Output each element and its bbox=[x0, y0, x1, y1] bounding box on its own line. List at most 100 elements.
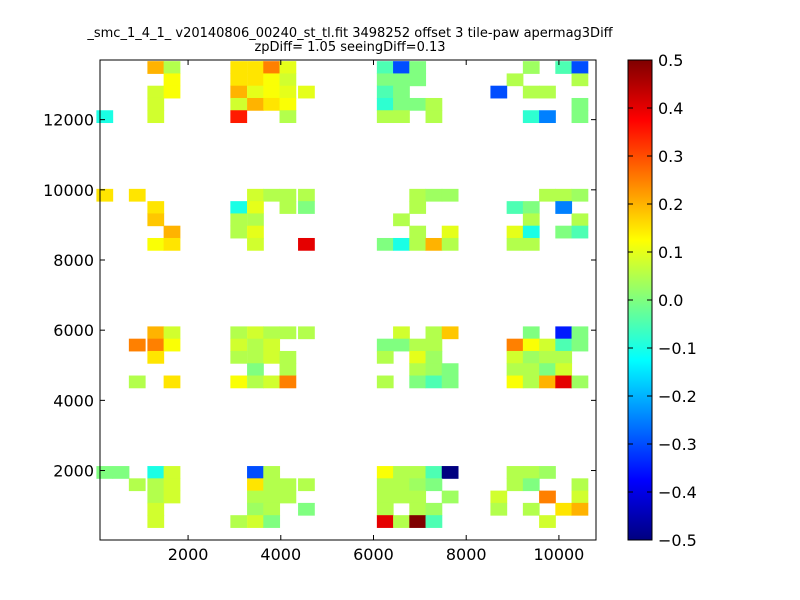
heatmap-cell bbox=[393, 466, 410, 479]
heatmap-cell bbox=[409, 515, 427, 528]
heatmap-cell bbox=[376, 110, 394, 124]
heatmap-cell bbox=[147, 97, 165, 111]
heatmap-cell bbox=[147, 466, 165, 479]
heatmap-cell bbox=[96, 110, 114, 124]
heatmap-cell bbox=[571, 110, 589, 124]
heatmap-cell bbox=[376, 478, 394, 492]
heatmap-cell bbox=[230, 225, 248, 239]
heatmap-cell bbox=[376, 375, 394, 389]
heatmap-cell bbox=[506, 466, 524, 479]
chart-title: _smc_1_4_1_ v20140806_00240_st_tl.fit 34… bbox=[87, 26, 613, 41]
heatmap-cell bbox=[539, 110, 556, 124]
heatmap-cell bbox=[147, 326, 165, 340]
heatmap-cell bbox=[298, 85, 315, 99]
heatmap-cell bbox=[147, 478, 165, 492]
heatmap-cell bbox=[555, 188, 573, 202]
heatmap-cell bbox=[247, 201, 264, 214]
heatmap-cell bbox=[263, 515, 281, 528]
heatmap-cell bbox=[163, 375, 181, 389]
heatmap-cell bbox=[539, 490, 556, 504]
heatmap-cell bbox=[230, 213, 248, 227]
heatmap-cell bbox=[263, 478, 281, 492]
heatmap-cell bbox=[522, 213, 540, 227]
heatmap-cell bbox=[506, 350, 524, 364]
heatmap-cell bbox=[393, 515, 410, 528]
heatmap-cell bbox=[441, 225, 459, 239]
heatmap-cell bbox=[539, 375, 556, 389]
heatmap-cell bbox=[376, 515, 394, 528]
heatmap-cell bbox=[263, 188, 281, 202]
heatmap-cell bbox=[263, 61, 281, 74]
heatmap-cell bbox=[147, 61, 165, 74]
heatmap-cell bbox=[571, 97, 589, 111]
heatmap-cell bbox=[376, 85, 394, 99]
heatmap-cell bbox=[425, 338, 443, 352]
heatmap-cell bbox=[490, 490, 508, 504]
heatmap-cell bbox=[522, 225, 540, 239]
heatmap-cell bbox=[247, 338, 264, 352]
heatmap-cell bbox=[298, 326, 315, 340]
heatmap-cell bbox=[409, 237, 427, 251]
heatmap-cell bbox=[163, 85, 181, 99]
heatmap-cell bbox=[425, 375, 443, 389]
heatmap-cell bbox=[279, 363, 297, 377]
heatmap-cell bbox=[522, 326, 540, 340]
colorbar-tick-label: −0.4 bbox=[658, 483, 697, 502]
heatmap-cell bbox=[425, 326, 443, 340]
heatmap-cell bbox=[555, 363, 573, 377]
heatmap-cell bbox=[147, 85, 165, 99]
heatmap-cell bbox=[263, 350, 281, 364]
heatmap-cell bbox=[490, 502, 508, 516]
heatmap-cell bbox=[539, 85, 556, 99]
heatmap-cell bbox=[539, 188, 556, 202]
heatmap-cell bbox=[425, 350, 443, 364]
heatmap-cell bbox=[230, 85, 248, 99]
heatmap-cell bbox=[409, 478, 427, 492]
heatmap-cell bbox=[441, 466, 459, 479]
heatmap-cell bbox=[522, 350, 540, 364]
heatmap-cell bbox=[522, 237, 540, 251]
y-tick-label: 12000 bbox=[43, 111, 94, 130]
heatmap-cell bbox=[555, 350, 573, 364]
x-tick-label: 6000 bbox=[353, 545, 394, 564]
heatmap-cell bbox=[128, 338, 146, 352]
heatmap-cell bbox=[230, 73, 248, 87]
heatmap-cell bbox=[522, 363, 540, 377]
heatmap-cell bbox=[298, 502, 315, 516]
heatmap-cell bbox=[522, 201, 540, 214]
heatmap-cell bbox=[163, 338, 181, 352]
heatmap-cell bbox=[279, 85, 297, 99]
heatmap-cell bbox=[147, 515, 165, 528]
heatmap-cell bbox=[230, 338, 248, 352]
heatmap-cell bbox=[539, 466, 556, 479]
colorbar: 0.5 0.4 0.3 0.2 0.1 0.0 −0.1 −0.2 −0.3 −0.4 −0.5 bbox=[627, 51, 697, 550]
heatmap-cell bbox=[409, 188, 427, 202]
heatmap-cell bbox=[147, 237, 165, 251]
x-tick-label: 8000 bbox=[446, 545, 487, 564]
heatmap-cell bbox=[571, 490, 589, 504]
heatmap-cell bbox=[425, 188, 443, 202]
heatmap-cell bbox=[230, 375, 248, 389]
colorbar-tick-label: −0.2 bbox=[658, 387, 697, 406]
colorbar-tick-label: 0.2 bbox=[658, 195, 683, 214]
heatmap-cell bbox=[247, 363, 264, 377]
heatmap-cell bbox=[506, 237, 524, 251]
heatmap-cell bbox=[163, 326, 181, 340]
heatmap-cell bbox=[409, 350, 427, 364]
colorbar-tick-label: −0.1 bbox=[658, 339, 697, 358]
heatmap-cell bbox=[279, 490, 297, 504]
heatmap-cell bbox=[571, 188, 589, 202]
y-tick-label: 8000 bbox=[53, 251, 94, 270]
heatmap-cell bbox=[393, 326, 410, 340]
heatmap-cell bbox=[506, 375, 524, 389]
heatmap-cell bbox=[279, 188, 297, 202]
heatmap-cell bbox=[571, 326, 589, 340]
y-tick-label: 6000 bbox=[53, 321, 94, 340]
heatmap-cell bbox=[247, 490, 264, 504]
heatmap-cell bbox=[147, 502, 165, 516]
heatmap-cell bbox=[571, 225, 589, 239]
heatmap-cell bbox=[263, 490, 281, 504]
heatmap-cell bbox=[247, 515, 264, 528]
heatmap-cell bbox=[263, 97, 281, 111]
